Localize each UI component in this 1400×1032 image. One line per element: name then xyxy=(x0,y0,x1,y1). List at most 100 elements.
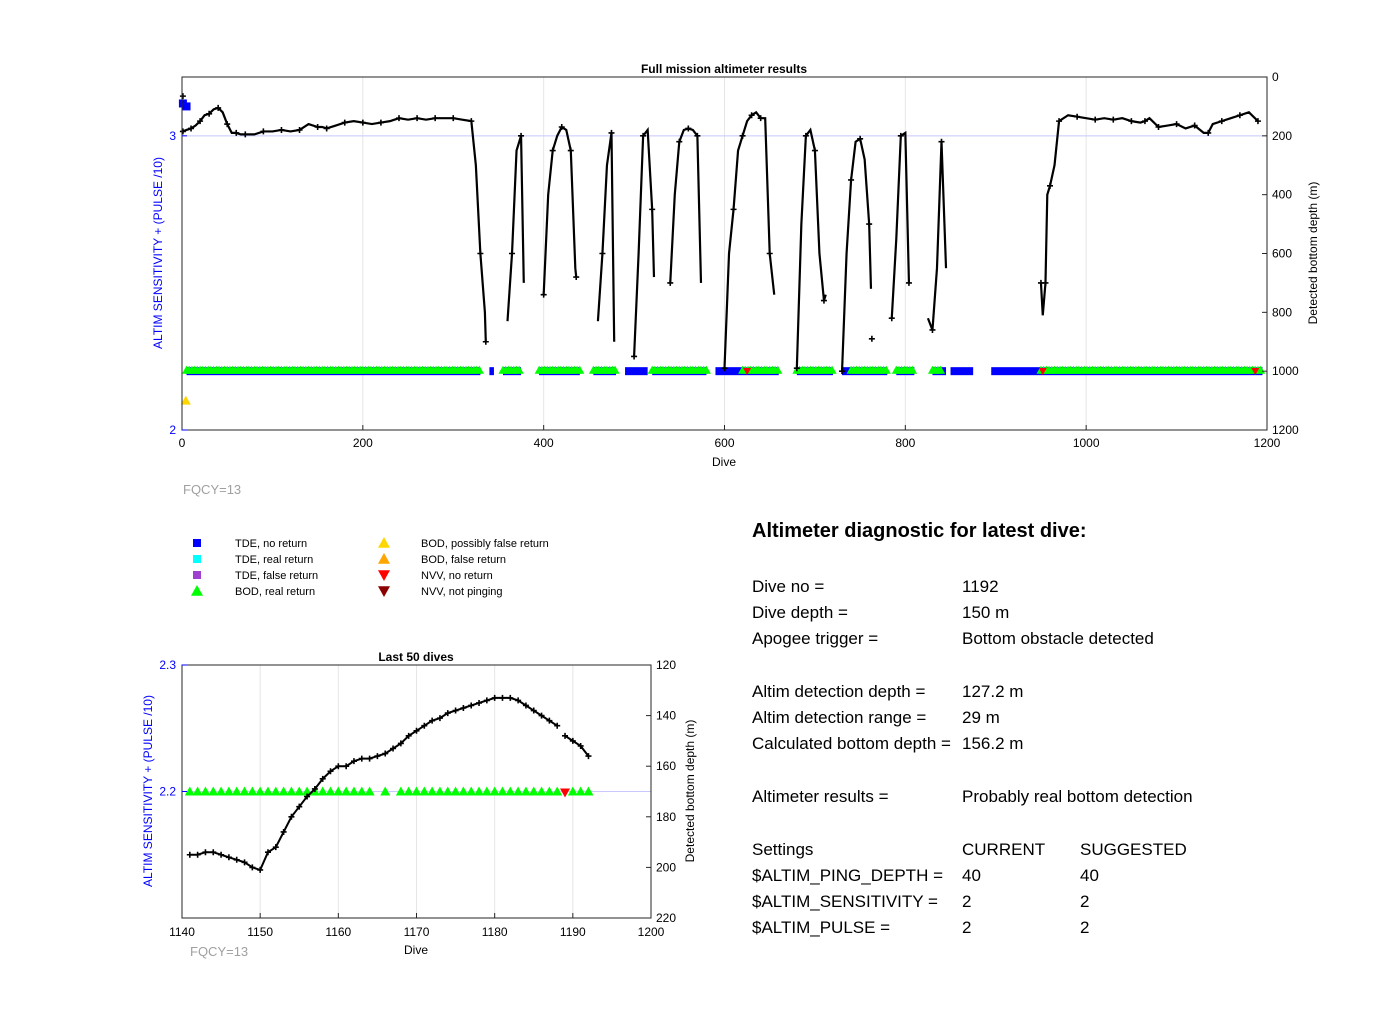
bottom-depth-point xyxy=(429,717,436,724)
bottom-depth-line xyxy=(182,106,487,342)
bottom-depth-point xyxy=(397,740,404,747)
bod-real-return-marker xyxy=(567,786,578,796)
bottom-depth-point xyxy=(1128,118,1135,125)
bottom-depth-point xyxy=(499,694,506,701)
bottom-depth-point xyxy=(507,694,514,701)
bottom-depth-point xyxy=(1173,121,1180,128)
y-right-tick-label: 160 xyxy=(656,759,676,773)
main-ylabel-left: ALTIM SENSITIVITY + (PULSE /10) xyxy=(151,157,165,349)
bottom-depth-point xyxy=(359,119,366,126)
bottom-depth-point xyxy=(319,775,326,782)
altim-range-label: Altim detection range = xyxy=(752,708,927,727)
y-right-tick-label: 180 xyxy=(656,810,676,824)
legend-label: TDE, false return xyxy=(235,570,318,582)
y-right-tick-label: 220 xyxy=(656,911,676,925)
dive-no-label: Dive no = xyxy=(752,577,825,596)
main-grid xyxy=(181,77,1268,430)
bottom-depth-point xyxy=(868,335,875,342)
bottom-depth-point xyxy=(476,699,483,706)
bottom-depth-point xyxy=(468,702,475,709)
bottom-depth-point xyxy=(1056,118,1063,125)
dive-depth-value: 150 m xyxy=(962,603,1010,622)
bottom-depth-point xyxy=(757,115,764,122)
legend-marker xyxy=(378,570,390,581)
bod-real-return-marker xyxy=(356,786,367,796)
bottom-depth-point xyxy=(197,118,204,125)
settings-label: Settings xyxy=(752,840,814,859)
bottom-depth-point xyxy=(278,126,285,133)
bottom-depth-point xyxy=(450,115,457,122)
tde-no-return-marker xyxy=(182,102,191,111)
legend-marker xyxy=(378,553,390,564)
x-tick-label: 1190 xyxy=(560,925,586,939)
bod-real-return-marker xyxy=(200,786,211,796)
bod-real-return-marker xyxy=(610,365,620,374)
bottom-depth-point xyxy=(482,338,489,345)
legend-label: TDE, no return xyxy=(235,538,307,550)
bod-real-return-marker xyxy=(380,786,391,796)
bottom-depth-point xyxy=(518,132,525,139)
x-tick-label: 1200 xyxy=(1254,436,1281,450)
bottom-depth-point xyxy=(820,297,827,304)
inset-ylabel-right: Detected bottom depth (m) xyxy=(683,720,697,863)
bottom-depth-point xyxy=(739,132,746,139)
bottom-depth-point xyxy=(241,859,248,866)
bod-real-return-marker xyxy=(458,786,469,796)
bottom-depth-point xyxy=(540,291,547,298)
bottom-depth-point xyxy=(341,119,348,126)
inset-chart: Last 50 dives 1140 1150 1160 1170 1180 1190 12… xyxy=(141,650,697,959)
bod-real-return-marker xyxy=(395,786,406,796)
y-right-tick-label: 1200 xyxy=(1272,423,1299,437)
bottom-depth-point xyxy=(311,785,318,792)
bottom-depth-point xyxy=(460,705,467,712)
bottom-depth-line xyxy=(669,127,703,283)
y-right-tick-label: 600 xyxy=(1272,247,1292,261)
bottom-depth-point xyxy=(694,132,701,139)
bottom-depth-point xyxy=(1141,118,1148,125)
bottom-depth-point xyxy=(194,851,201,858)
bottom-depth-point xyxy=(249,864,256,871)
setting-current: 2 xyxy=(962,892,972,911)
bod-real-return-marker xyxy=(936,365,946,374)
bottom-depth-point xyxy=(382,750,389,757)
bottom-depth-point xyxy=(210,849,217,856)
apogee-value: Bottom obstacle detected xyxy=(962,629,1154,648)
bottom-depth-point xyxy=(522,702,529,709)
bod-real-return-marker xyxy=(520,786,531,796)
bod-real-return-marker xyxy=(513,786,524,796)
bod-real-return-marker xyxy=(489,786,500,796)
setting-current: 40 xyxy=(962,866,981,885)
bottom-depth-line xyxy=(596,132,616,342)
y-right-tick-label: 800 xyxy=(1272,305,1292,319)
y-right-tick-label: 400 xyxy=(1272,188,1292,202)
diagnostic-title: Altimeter diagnostic for latest dive: xyxy=(752,520,1087,542)
bottom-depth-point xyxy=(857,135,864,142)
bottom-depth-line xyxy=(506,135,525,322)
y-right-tick-label: 200 xyxy=(656,860,676,874)
bottom-depth-point xyxy=(304,793,311,800)
bod-real-return-marker xyxy=(262,786,273,796)
bottom-depth-point xyxy=(802,132,809,139)
bottom-depth-point xyxy=(260,128,267,135)
bod-real-return-marker xyxy=(583,786,594,796)
x-tick-label: 200 xyxy=(353,436,373,450)
bottom-depth-point xyxy=(1191,122,1198,129)
bottom-depth-point xyxy=(390,745,397,752)
main-bottom-depth-series xyxy=(179,93,1261,375)
bottom-depth-point xyxy=(233,856,240,863)
x-tick-label: 1160 xyxy=(325,925,351,939)
altim-depth-label: Altim detection depth = xyxy=(752,682,926,701)
bottom-depth-point xyxy=(562,732,569,739)
bottom-depth-point xyxy=(206,110,213,117)
bottom-depth-point xyxy=(721,365,728,372)
x-tick-label: 400 xyxy=(534,436,554,450)
bottom-depth-line xyxy=(189,696,558,872)
bod-possibly-false-marker xyxy=(180,395,191,405)
bod-real-return-marker xyxy=(1256,365,1266,374)
legend-label: BOD, real return xyxy=(235,586,315,598)
legend-label: TDE, real return xyxy=(235,554,313,566)
bottom-depth-point xyxy=(599,250,606,257)
calc-depth-label: Calculated bottom depth = xyxy=(752,734,951,753)
y-right-tick-label: 1000 xyxy=(1272,364,1299,378)
inset-bottom-depth-series xyxy=(186,694,592,873)
